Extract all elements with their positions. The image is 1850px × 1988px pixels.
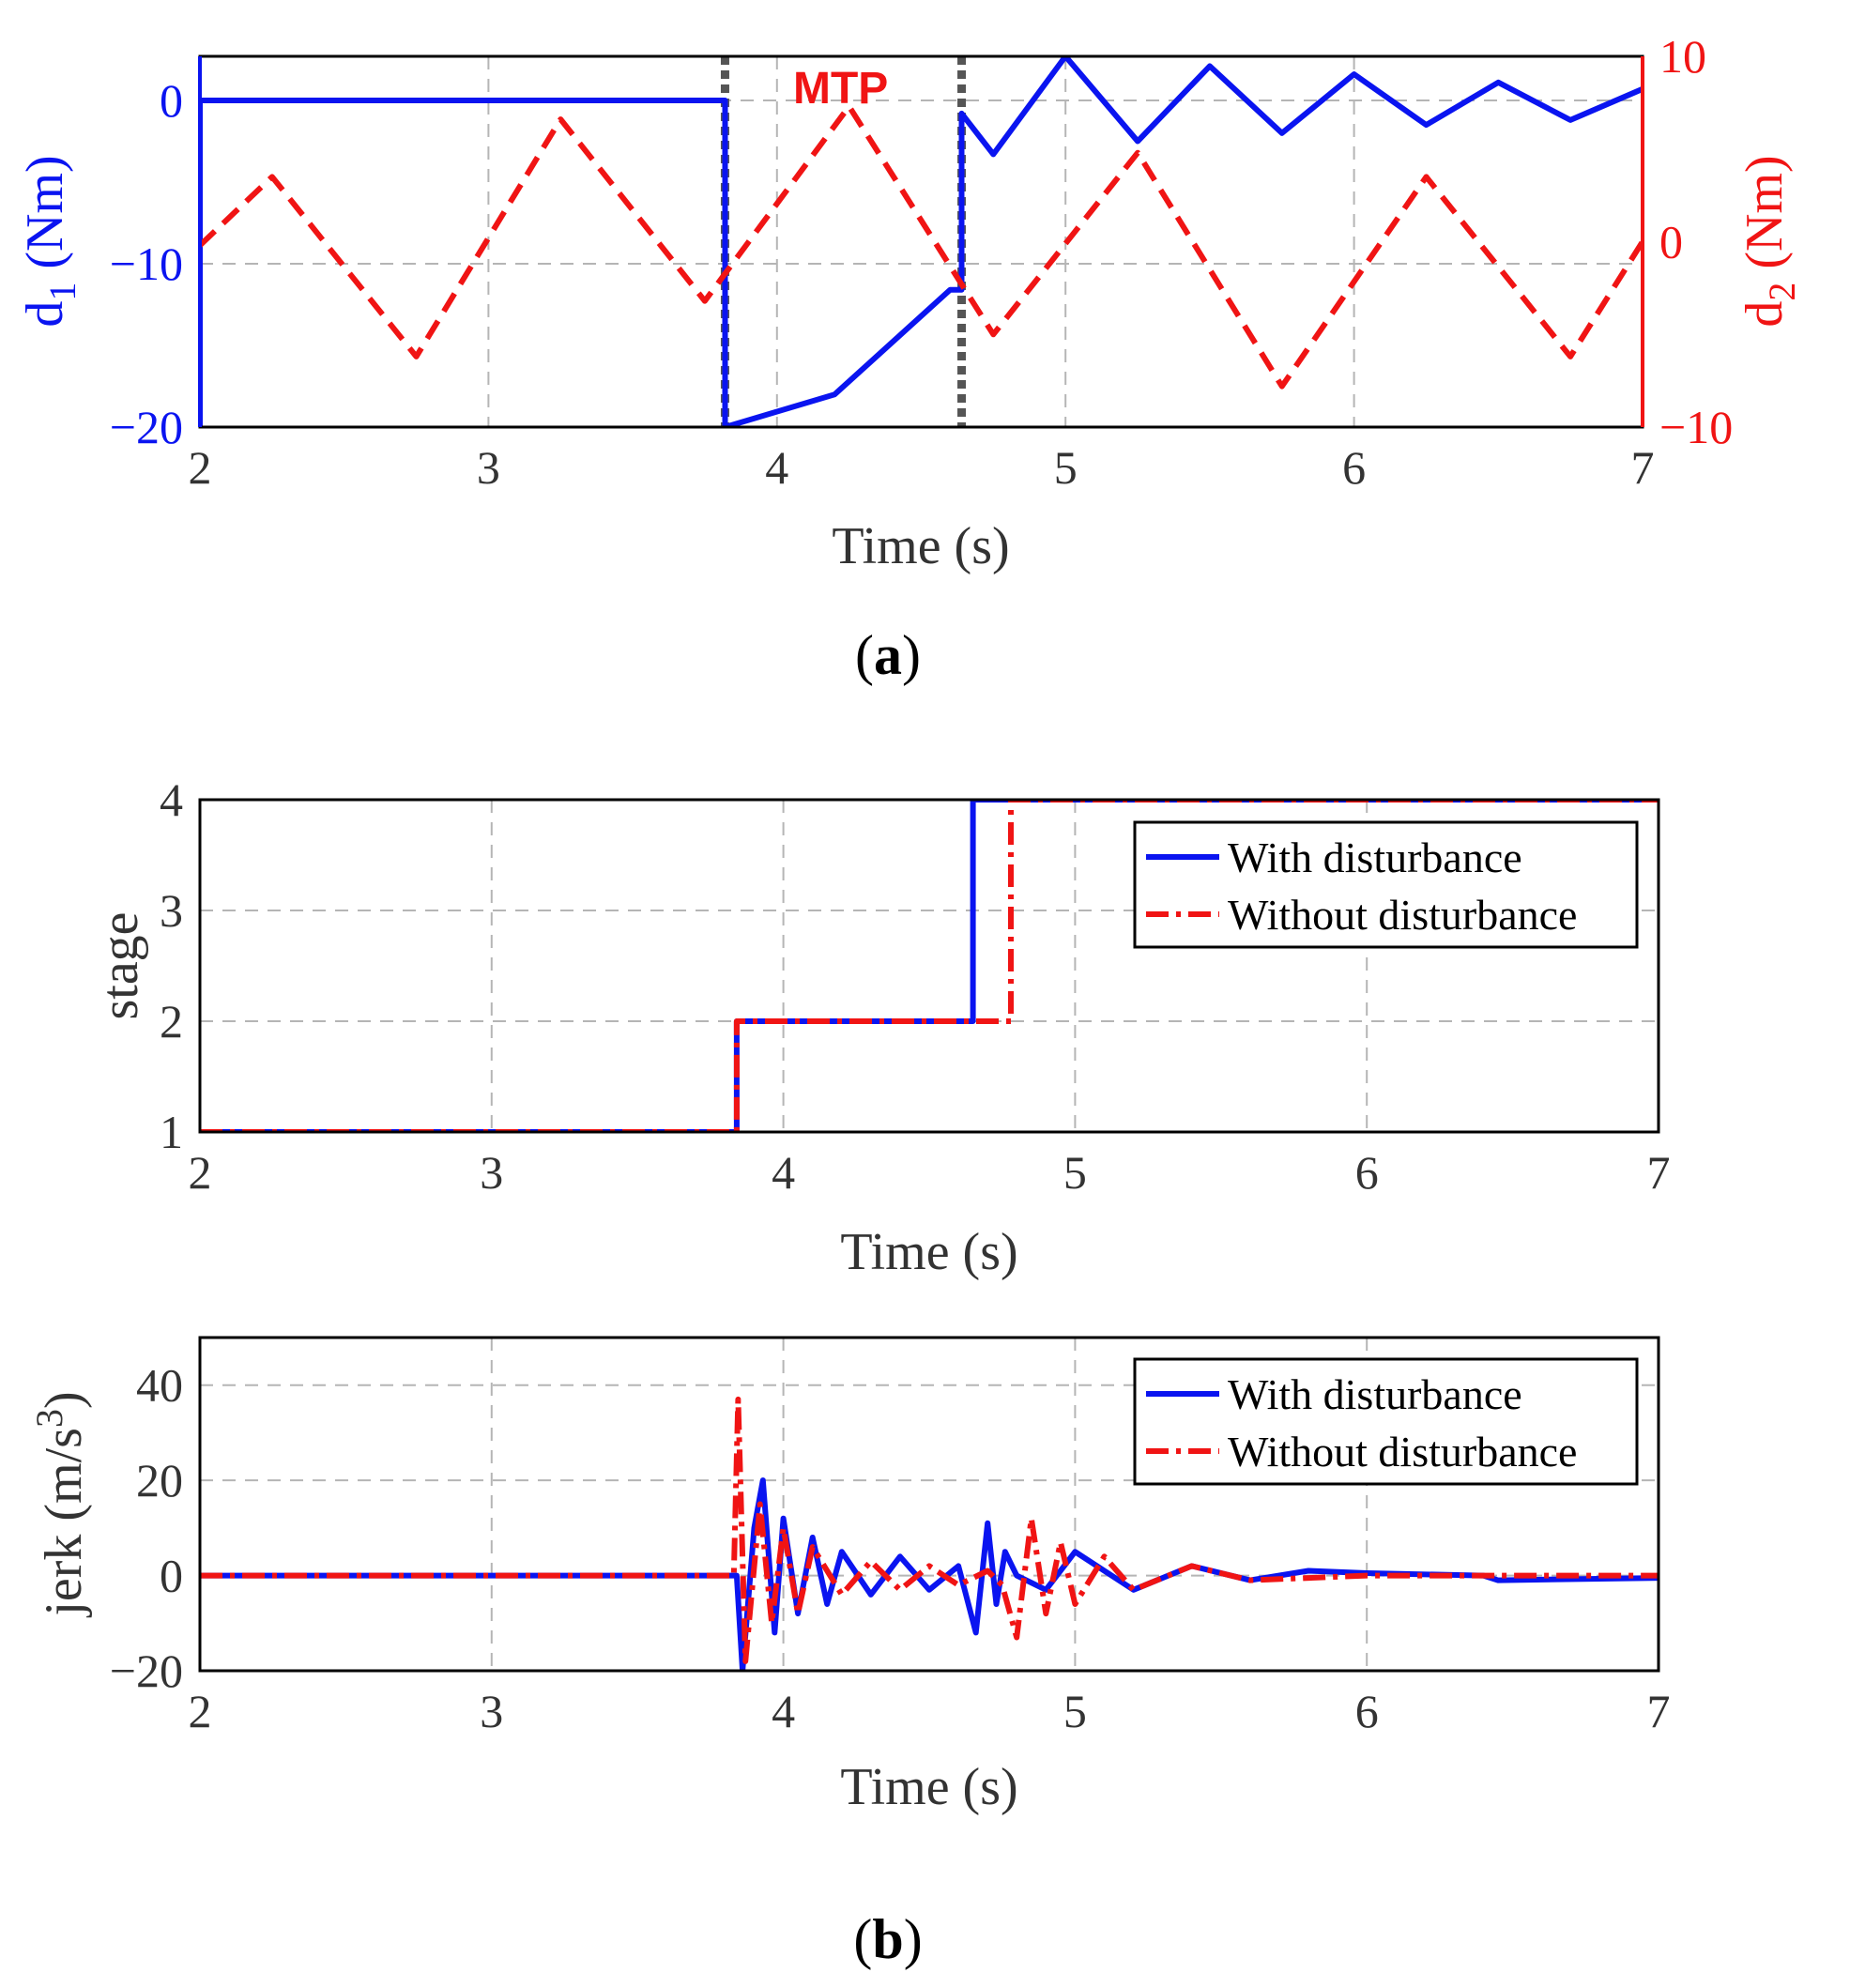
b1-series bbox=[200, 800, 1659, 1132]
a-ytick-right-label: 0 bbox=[1659, 216, 1683, 268]
b1-ytick-label: 4 bbox=[160, 773, 183, 826]
b1-ytick-label: 1 bbox=[160, 1106, 183, 1158]
b2-grid bbox=[200, 1338, 1659, 1671]
b2-ytick-label: 40 bbox=[136, 1359, 183, 1412]
b2-series-1 bbox=[200, 1396, 1659, 1664]
b2-legend: With disturbance Without disturbance bbox=[1133, 1357, 1639, 1486]
b2-xtick-label: 4 bbox=[772, 1685, 795, 1737]
panel-b-label: (b) bbox=[853, 1908, 922, 1970]
b1-xtick-label: 4 bbox=[772, 1146, 795, 1199]
b2-legend-label-with: With disturbance bbox=[1228, 1370, 1522, 1418]
a-right-ylabel-sub: 2 bbox=[1761, 283, 1803, 301]
b2-ytick-label: 20 bbox=[136, 1454, 183, 1506]
panel-a-label: (a) bbox=[855, 624, 921, 686]
b2-series bbox=[200, 1396, 1659, 1671]
a-ytick-label: −10 bbox=[110, 237, 183, 290]
a-left-ylabel-main: d bbox=[16, 301, 74, 328]
panel-a-open: ( bbox=[855, 624, 874, 686]
b2-ylabel-close: ) bbox=[35, 1391, 93, 1409]
b1-xtick-label: 6 bbox=[1355, 1146, 1379, 1199]
b1-xtick-label: 5 bbox=[1063, 1146, 1087, 1199]
a-xtick-label: 7 bbox=[1631, 441, 1655, 494]
b1-xtick-label: 3 bbox=[480, 1146, 503, 1199]
b2-xtick-label: 7 bbox=[1647, 1685, 1671, 1737]
panel-b-open: ( bbox=[853, 1908, 872, 1970]
panel-a-letter: a bbox=[874, 624, 902, 686]
b2-ylabel-sup: 3 bbox=[28, 1409, 70, 1428]
a-ytick-label: 0 bbox=[160, 74, 183, 127]
b1-legend-label-without: Without disturbance bbox=[1228, 891, 1577, 939]
b2-ylabel: jerk (m/s3) bbox=[28, 1391, 93, 1617]
b1-xtick-label: 2 bbox=[189, 1146, 212, 1199]
a-series bbox=[200, 56, 1643, 427]
a-right-ylabel-main: d bbox=[1735, 301, 1794, 328]
b2-ylabel-main: jerk (m/s bbox=[35, 1428, 93, 1618]
b2-xtick-label: 3 bbox=[480, 1685, 503, 1737]
a-mtp-annotation: MTP bbox=[793, 64, 888, 114]
b1-ytick-label: 3 bbox=[160, 884, 183, 937]
b1-legend: With disturbance Without disturbance bbox=[1133, 820, 1639, 949]
a-xtick-label: 2 bbox=[189, 441, 212, 494]
a-xlabel: Time (s) bbox=[832, 517, 1009, 575]
b1-xlabel: Time (s) bbox=[840, 1223, 1017, 1281]
a-left-ylabel-unit: (Nm) bbox=[16, 155, 74, 282]
a-ytick-right-label: −10 bbox=[1659, 401, 1733, 453]
b2-ticks: 2 3 4 5 6 7 −20 0 20 40 bbox=[110, 1359, 1671, 1737]
b2-xlabel: Time (s) bbox=[840, 1758, 1017, 1816]
b1-ytick-label: 2 bbox=[160, 995, 183, 1048]
panel-b-letter: b bbox=[872, 1908, 903, 1970]
a-xtick-label: 5 bbox=[1054, 441, 1078, 494]
a-ytick-right-label: 10 bbox=[1659, 30, 1706, 83]
b2-ytick-label: 0 bbox=[160, 1550, 183, 1602]
a-series-1 bbox=[200, 103, 1643, 390]
b1-xtick-label: 7 bbox=[1647, 1146, 1671, 1199]
a-xtick-label: 6 bbox=[1342, 441, 1366, 494]
a-left-ylabel: d1 (Nm) bbox=[16, 155, 84, 327]
b1-legend-box bbox=[1133, 820, 1639, 949]
panel-a-close: ) bbox=[902, 624, 921, 686]
a-xtick-label: 4 bbox=[765, 441, 788, 494]
b2-xtick-label: 6 bbox=[1355, 1685, 1379, 1737]
b2-xtick-label: 2 bbox=[189, 1685, 212, 1737]
b1-legend-label-with: With disturbance bbox=[1228, 833, 1522, 881]
a-right-ylabel: d2 (Nm) bbox=[1735, 155, 1803, 327]
b2-legend-box bbox=[1133, 1357, 1639, 1486]
b2-legend-label-without: Without disturbance bbox=[1228, 1428, 1577, 1476]
b2-ytick-label: −20 bbox=[110, 1644, 183, 1697]
b2-plot-frame bbox=[198, 1336, 1660, 1673]
a-right-ylabel-unit: (Nm) bbox=[1735, 155, 1794, 282]
a-ytick-label: −20 bbox=[110, 401, 183, 453]
b1-ylabel: stage bbox=[91, 911, 149, 1019]
b1-plot-frame bbox=[198, 798, 1660, 1134]
panel-b-close: ) bbox=[904, 1908, 923, 1970]
b2-xtick-label: 5 bbox=[1063, 1685, 1087, 1737]
a-ticks: 2 3 4 5 6 7 0 −10 −20 10 0 −10 bbox=[110, 30, 1733, 494]
a-series-0 bbox=[200, 56, 1643, 427]
a-xtick-label: 3 bbox=[477, 441, 500, 494]
a-left-ylabel-sub: 1 bbox=[41, 283, 84, 301]
